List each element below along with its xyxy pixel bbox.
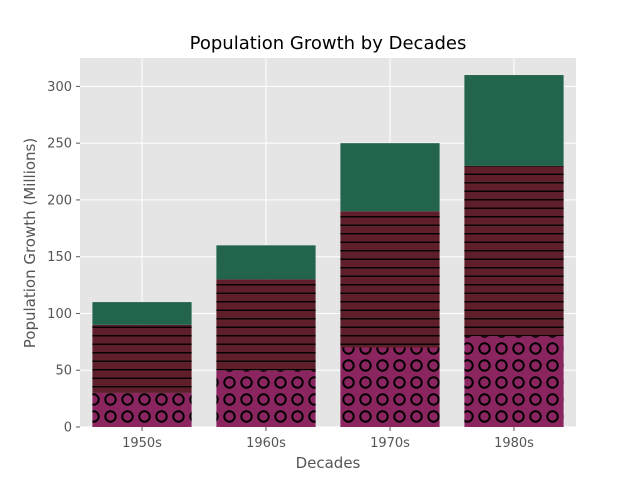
bar-segment (464, 75, 564, 166)
bar-hatch (92, 392, 192, 427)
y-tick-label: 100 (47, 307, 72, 322)
bar-segment (92, 302, 192, 325)
bar-hatch (464, 165, 564, 337)
x-axis-label: Decades (296, 454, 361, 472)
x-tick-label: 1960s (246, 436, 286, 451)
bar-segment (216, 245, 316, 280)
bar-hatch (216, 279, 316, 371)
bar-segment (340, 143, 440, 212)
bar-hatch (340, 347, 440, 427)
chart-title: Population Growth by Decades (190, 33, 467, 54)
y-tick-label: 150 (47, 250, 72, 265)
x-axis-ticks: 1950s 1960s 1970s 1980s (122, 427, 534, 451)
y-axis-label: Population Growth (Millions) (21, 138, 39, 348)
x-tick-label: 1980s (494, 436, 534, 451)
bar-hatch (216, 370, 316, 427)
bar-hatch (340, 211, 440, 348)
bar-hatch (92, 324, 192, 393)
bars (92, 75, 564, 427)
x-tick-label: 1970s (370, 436, 410, 451)
y-tick-label: 200 (47, 193, 72, 208)
y-tick-label: 250 (47, 137, 72, 152)
y-axis-ticks: 0 50 100 150 200 250 300 (47, 80, 80, 436)
y-tick-label: 0 (64, 421, 72, 436)
y-tick-label: 50 (55, 364, 72, 379)
bar-hatch (464, 336, 564, 427)
x-tick-label: 1950s (122, 436, 162, 451)
y-tick-label: 300 (47, 80, 72, 95)
